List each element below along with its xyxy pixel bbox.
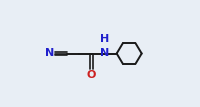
Text: O: O: [87, 70, 96, 80]
Text: N: N: [45, 48, 55, 59]
Text: N: N: [100, 48, 109, 59]
Text: H: H: [100, 34, 109, 44]
